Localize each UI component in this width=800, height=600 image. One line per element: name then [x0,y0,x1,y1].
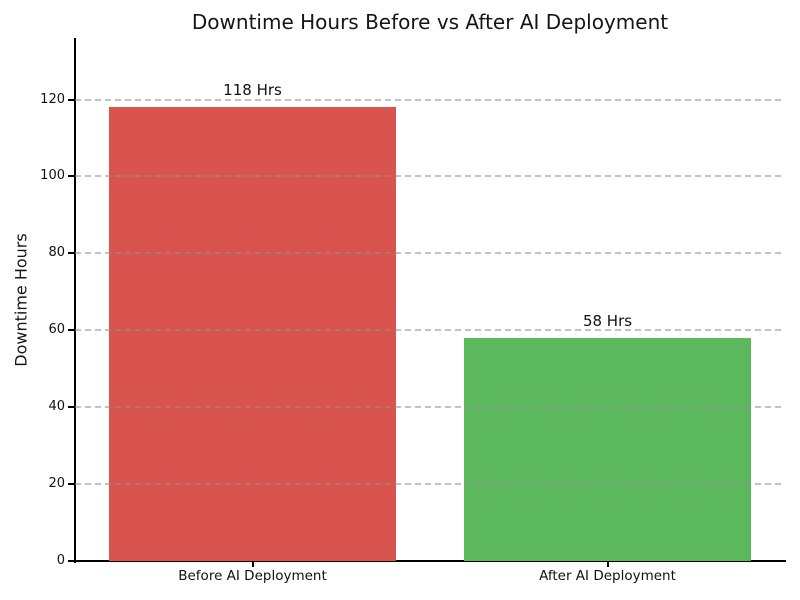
bar-0 [108,107,397,561]
y-tick-label-100: 100 [40,168,65,184]
y-tick-mark-80 [68,252,75,255]
bar-value-label-1: 58 Hrs [582,311,633,330]
bar-1 [463,337,752,561]
gridline-y-60 [75,329,785,332]
x-axis-spine [74,560,786,562]
gridline-y-80 [75,252,785,255]
x-tick-mark-0 [251,562,254,567]
y-tick-label-0: 0 [56,553,65,568]
x-tick-label-1: After AI Deployment [539,568,676,584]
y-tick-label-120: 120 [40,91,65,107]
chart-title: Downtime Hours Before vs After AI Deploy… [191,10,669,34]
y-tick-mark-20 [68,483,75,486]
y-tick-label-20: 20 [48,476,65,492]
x-tick-mark-1 [606,562,609,567]
gridline-y-40 [75,406,785,409]
y-tick-label-60: 60 [48,322,65,338]
y-tick-mark-100 [68,175,75,178]
y-axis-spine [74,38,76,563]
y-tick-label-80: 80 [48,245,65,261]
bar-value-label-0: 118 Hrs [223,81,282,100]
y-tick-mark-60 [68,329,75,332]
gridline-y-120 [75,98,785,101]
y-tick-label-40: 40 [48,399,65,415]
gridline-y-20 [75,483,785,486]
plot-area: 0 20 40 60 80 100 120 118 Hrs Before AI Deployme… [40,38,785,584]
gridline-y-100 [75,175,785,178]
y-tick-mark-0 [68,560,75,562]
x-tick-label-0: Before AI Deployment [178,568,327,584]
y-tick-mark-120 [68,98,75,101]
y-tick-mark-40 [68,406,75,409]
